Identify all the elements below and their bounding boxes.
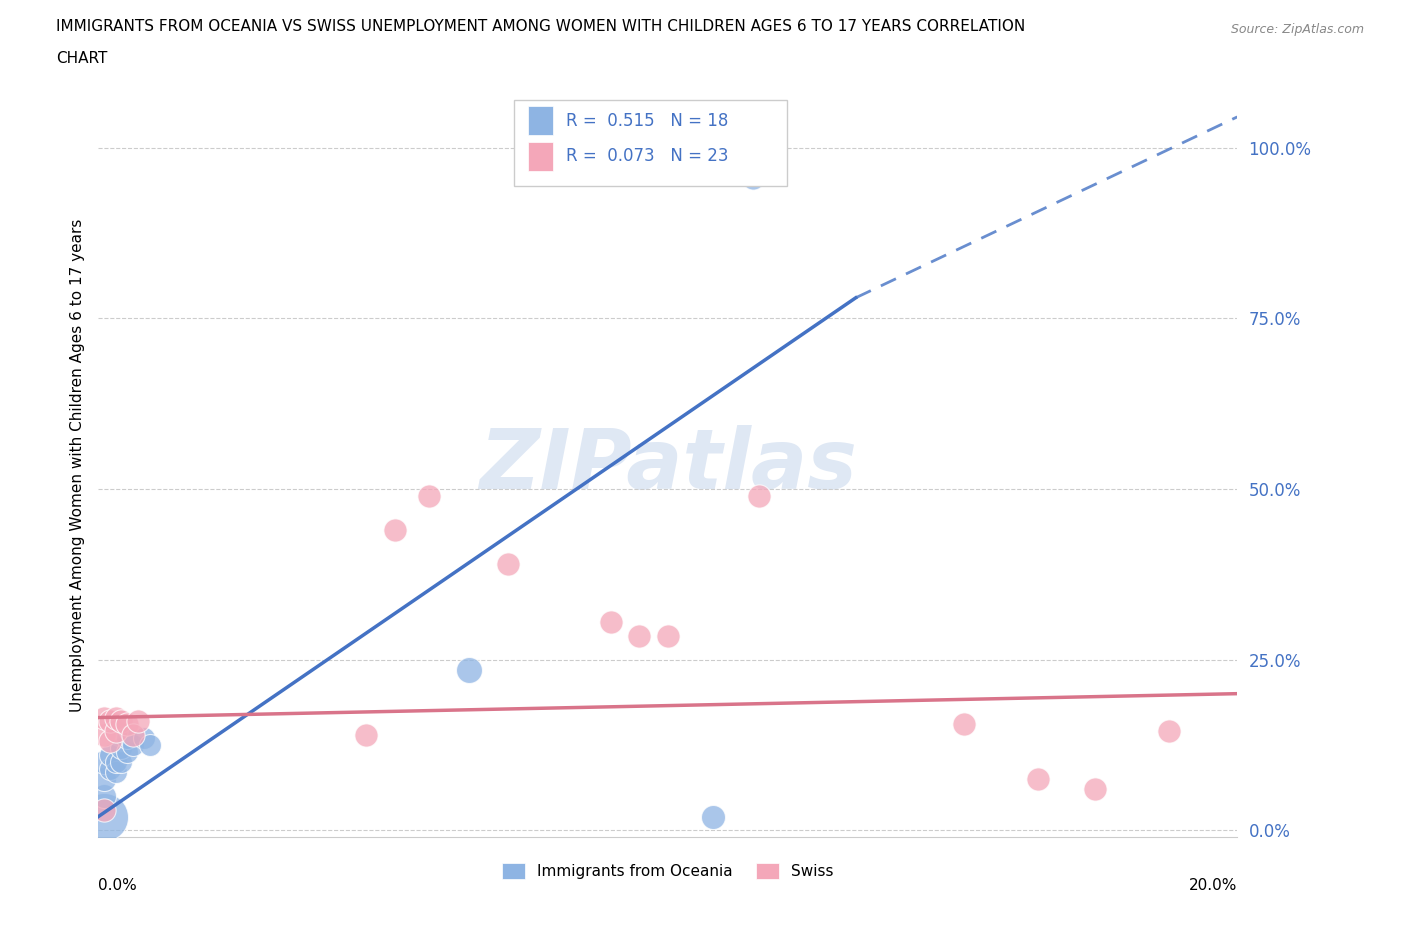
Point: [104, 724, 127, 738]
FancyBboxPatch shape: [515, 100, 787, 186]
Bar: [527, 142, 553, 170]
Point: [115, 731, 138, 746]
Point: [702, 809, 724, 824]
Point: [93, 727, 115, 742]
Point: [93, 803, 115, 817]
Point: [132, 731, 155, 746]
Text: 0.0%: 0.0%: [98, 878, 138, 893]
Text: R =  0.515   N = 18: R = 0.515 N = 18: [567, 112, 728, 129]
Point: [121, 737, 143, 752]
Y-axis label: Unemployment Among Women with Children Ages 6 to 17 years: Unemployment Among Women with Children A…: [69, 219, 84, 711]
Text: Source: ZipAtlas.com: Source: ZipAtlas.com: [1230, 23, 1364, 36]
Text: R =  0.073   N = 23: R = 0.073 N = 23: [567, 148, 728, 166]
Point: [104, 764, 127, 779]
Point: [110, 713, 132, 728]
Point: [93, 809, 115, 824]
Point: [98, 713, 121, 728]
Point: [628, 628, 651, 643]
Point: [1084, 782, 1107, 797]
Point: [93, 772, 115, 787]
Point: [93, 789, 115, 804]
Point: [498, 556, 520, 571]
Point: [742, 171, 765, 186]
Point: [93, 754, 115, 769]
Point: [1157, 724, 1180, 738]
Point: [93, 711, 115, 725]
Bar: [527, 106, 553, 135]
Legend: Immigrants from Oceania, Swiss: Immigrants from Oceania, Swiss: [496, 857, 839, 885]
Point: [115, 744, 138, 759]
Point: [384, 523, 406, 538]
Text: 20.0%: 20.0%: [1189, 878, 1237, 893]
Point: [457, 662, 479, 677]
Point: [98, 734, 121, 749]
Point: [953, 717, 976, 732]
Point: [418, 488, 440, 503]
Point: [121, 727, 143, 742]
Point: [115, 717, 138, 732]
Point: [110, 741, 132, 756]
Point: [110, 754, 132, 769]
Text: CHART: CHART: [56, 51, 108, 66]
Point: [98, 748, 121, 763]
Point: [354, 727, 377, 742]
Point: [657, 628, 679, 643]
Point: [748, 488, 770, 503]
Point: [138, 737, 160, 752]
Text: ZIPatlas: ZIPatlas: [479, 424, 856, 506]
Point: [127, 713, 149, 728]
Point: [104, 754, 127, 769]
Point: [104, 711, 127, 725]
Text: IMMIGRANTS FROM OCEANIA VS SWISS UNEMPLOYMENT AMONG WOMEN WITH CHILDREN AGES 6 T: IMMIGRANTS FROM OCEANIA VS SWISS UNEMPLO…: [56, 19, 1025, 33]
Point: [1026, 772, 1049, 787]
Point: [600, 615, 623, 630]
Point: [98, 762, 121, 777]
